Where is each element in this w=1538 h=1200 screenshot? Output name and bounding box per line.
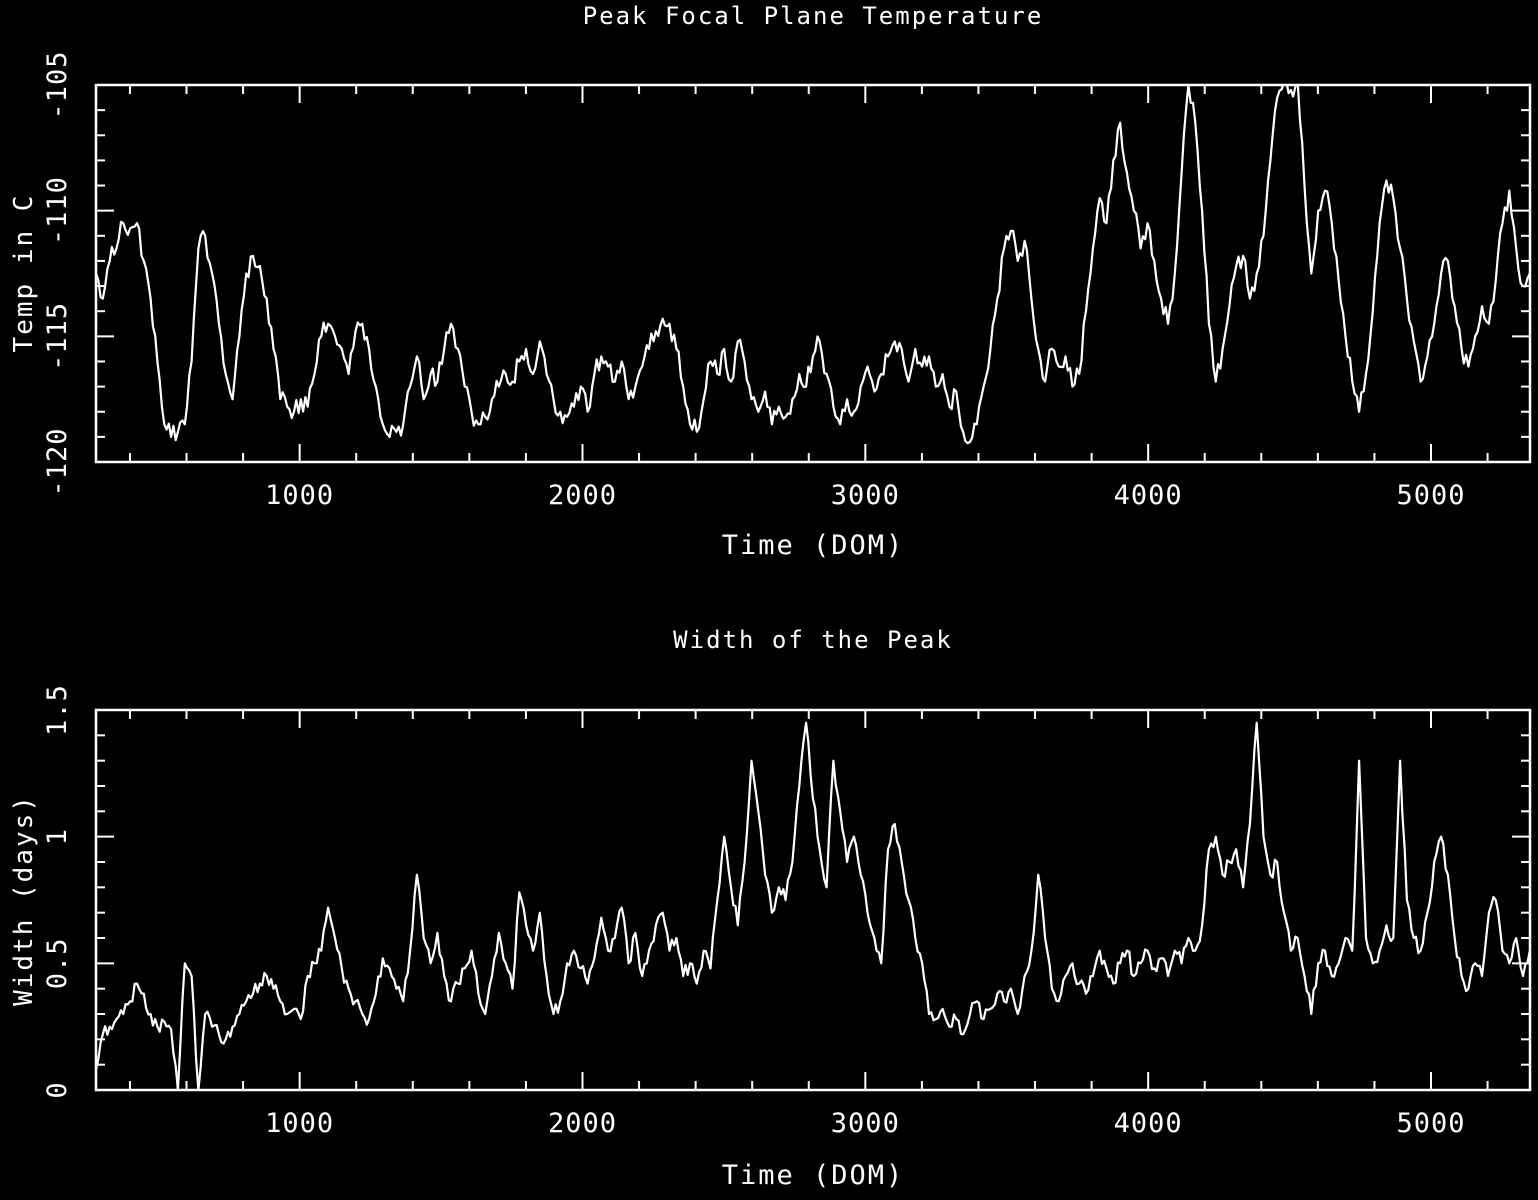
x-tick-labels: 1000 2000 3000 4000 5000 [265, 480, 1465, 511]
x-tick-label: 2000 [548, 1108, 617, 1139]
y-tick-label: 0.5 [42, 937, 73, 989]
chart-title-width: Width of the Peak [673, 626, 953, 654]
x-tick-label: 3000 [831, 1108, 900, 1139]
axis-ticks [96, 84, 1530, 463]
x-axis-label-width: Time (DOM) [721, 1160, 905, 1191]
chart-title-temperature: Peak Focal Plane Temperature [582, 2, 1044, 30]
y-tick-label: 1.5 [42, 684, 73, 736]
x-tick-label: 5000 [1396, 480, 1465, 511]
y-axis-label-width: Width (days) [9, 794, 39, 1006]
y-tick-labels: -120 -115 -110 -105 [42, 50, 73, 496]
data-trace [96, 85, 1530, 445]
temperature-plot: 1000 2000 3000 4000 5000 -120 -115 -110 -105 [42, 50, 1532, 511]
x-tick-labels: 1000 2000 3000 4000 5000 [265, 1108, 1465, 1139]
y-tick-label: -105 [42, 50, 73, 119]
y-tick-label: -110 [42, 176, 73, 245]
x-tick-label: 3000 [831, 480, 900, 511]
x-tick-label: 1000 [265, 480, 334, 511]
y-tick-label: -120 [42, 427, 73, 496]
x-tick-label: 1000 [265, 1108, 334, 1139]
plot-frame [94, 708, 1532, 1092]
width-plot: 1000 2000 3000 4000 5000 0 0.5 1 1.5 [42, 684, 1532, 1139]
x-axis-label-temperature: Time (DOM) [721, 530, 905, 561]
y-tick-label: 0 [42, 1081, 73, 1098]
data-trace [96, 721, 1530, 1090]
x-tick-label: 5000 [1396, 1108, 1465, 1139]
plot-frame [94, 83, 1532, 464]
axis-ticks [96, 709, 1530, 1091]
y-tick-label: 1 [42, 828, 73, 845]
x-tick-label: 4000 [1114, 480, 1183, 511]
x-tick-label: 4000 [1114, 1108, 1183, 1139]
x-tick-label: 2000 [548, 480, 617, 511]
y-tick-labels: 0 0.5 1 1.5 [42, 684, 73, 1099]
y-axis-label-temperature: Temp in C [9, 193, 39, 353]
y-tick-label: -115 [42, 302, 73, 371]
